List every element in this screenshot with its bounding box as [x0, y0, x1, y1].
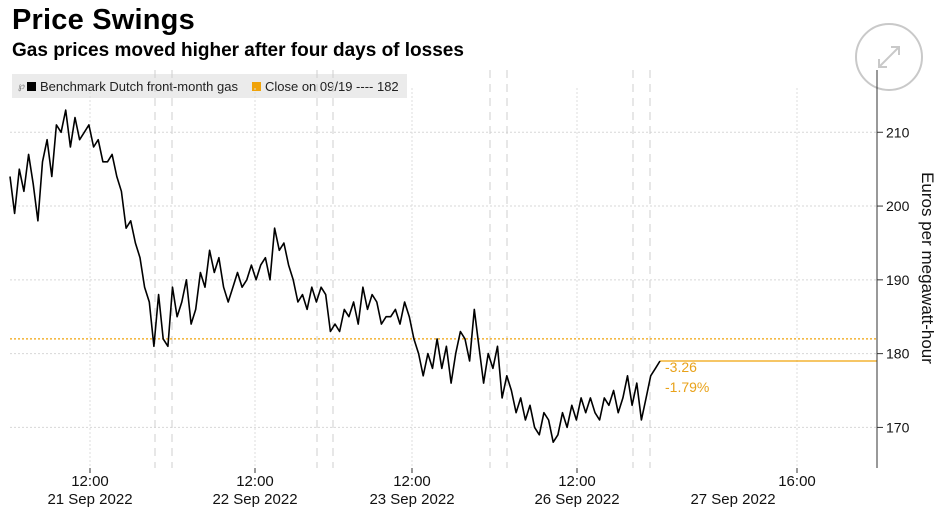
- x-tick-date: 27 Sep 2022: [690, 491, 775, 508]
- chart-subtitle: Gas prices moved higher after four days …: [12, 40, 464, 61]
- y-tick-label: 190: [886, 272, 910, 288]
- chart-title: Price Swings: [12, 4, 195, 36]
- x-tick-time: 16:00: [778, 473, 816, 490]
- legend-swatch-series: [26, 81, 36, 91]
- x-tick-time: 12:00: [71, 473, 109, 490]
- legend-label-close: Close on 09/19 ---- 182: [264, 78, 399, 94]
- expand-button[interactable]: [855, 23, 923, 91]
- x-tick-time: 12:00: [393, 473, 431, 490]
- y-tick-label: 180: [886, 346, 910, 362]
- legend-swatch-close: [251, 81, 261, 91]
- y-tick-label: 210: [886, 124, 910, 140]
- legend-item-series[interactable]: ℘ Benchmark Dutch front-month gas: [18, 79, 238, 94]
- y-tick-label: 170: [886, 419, 910, 435]
- legend-item-close[interactable]: Close on 09/19 ---- 182: [251, 78, 399, 94]
- y-axis-ticks: 170 180 190 200 210: [877, 124, 910, 435]
- legend-label-series: Benchmark Dutch front-month gas: [39, 78, 238, 94]
- x-tick-date: 26 Sep 2022: [534, 491, 619, 508]
- x-tick-time: 12:00: [236, 473, 274, 490]
- pin-icon: ℘: [18, 80, 25, 92]
- change-annotation: -3.26: [665, 359, 697, 375]
- x-tick-date: 23 Sep 2022: [369, 491, 454, 508]
- chart-legend: ℘ Benchmark Dutch front-month gas Close …: [12, 74, 407, 98]
- chart-grid: [10, 131, 877, 428]
- x-tick-time: 12:00: [558, 473, 596, 490]
- expand-arrows-icon: [878, 46, 900, 68]
- y-axis-label: Euros per megawatt-hour: [918, 172, 937, 364]
- series-line-gas: [9, 109, 661, 443]
- chart-vertical-lines: [89, 70, 798, 468]
- x-tick-date: 22 Sep 2022: [212, 491, 297, 508]
- x-tick-date: 21 Sep 2022: [47, 491, 132, 508]
- y-tick-label: 200: [886, 198, 910, 214]
- change-pct-annotation: -1.79%: [665, 379, 709, 395]
